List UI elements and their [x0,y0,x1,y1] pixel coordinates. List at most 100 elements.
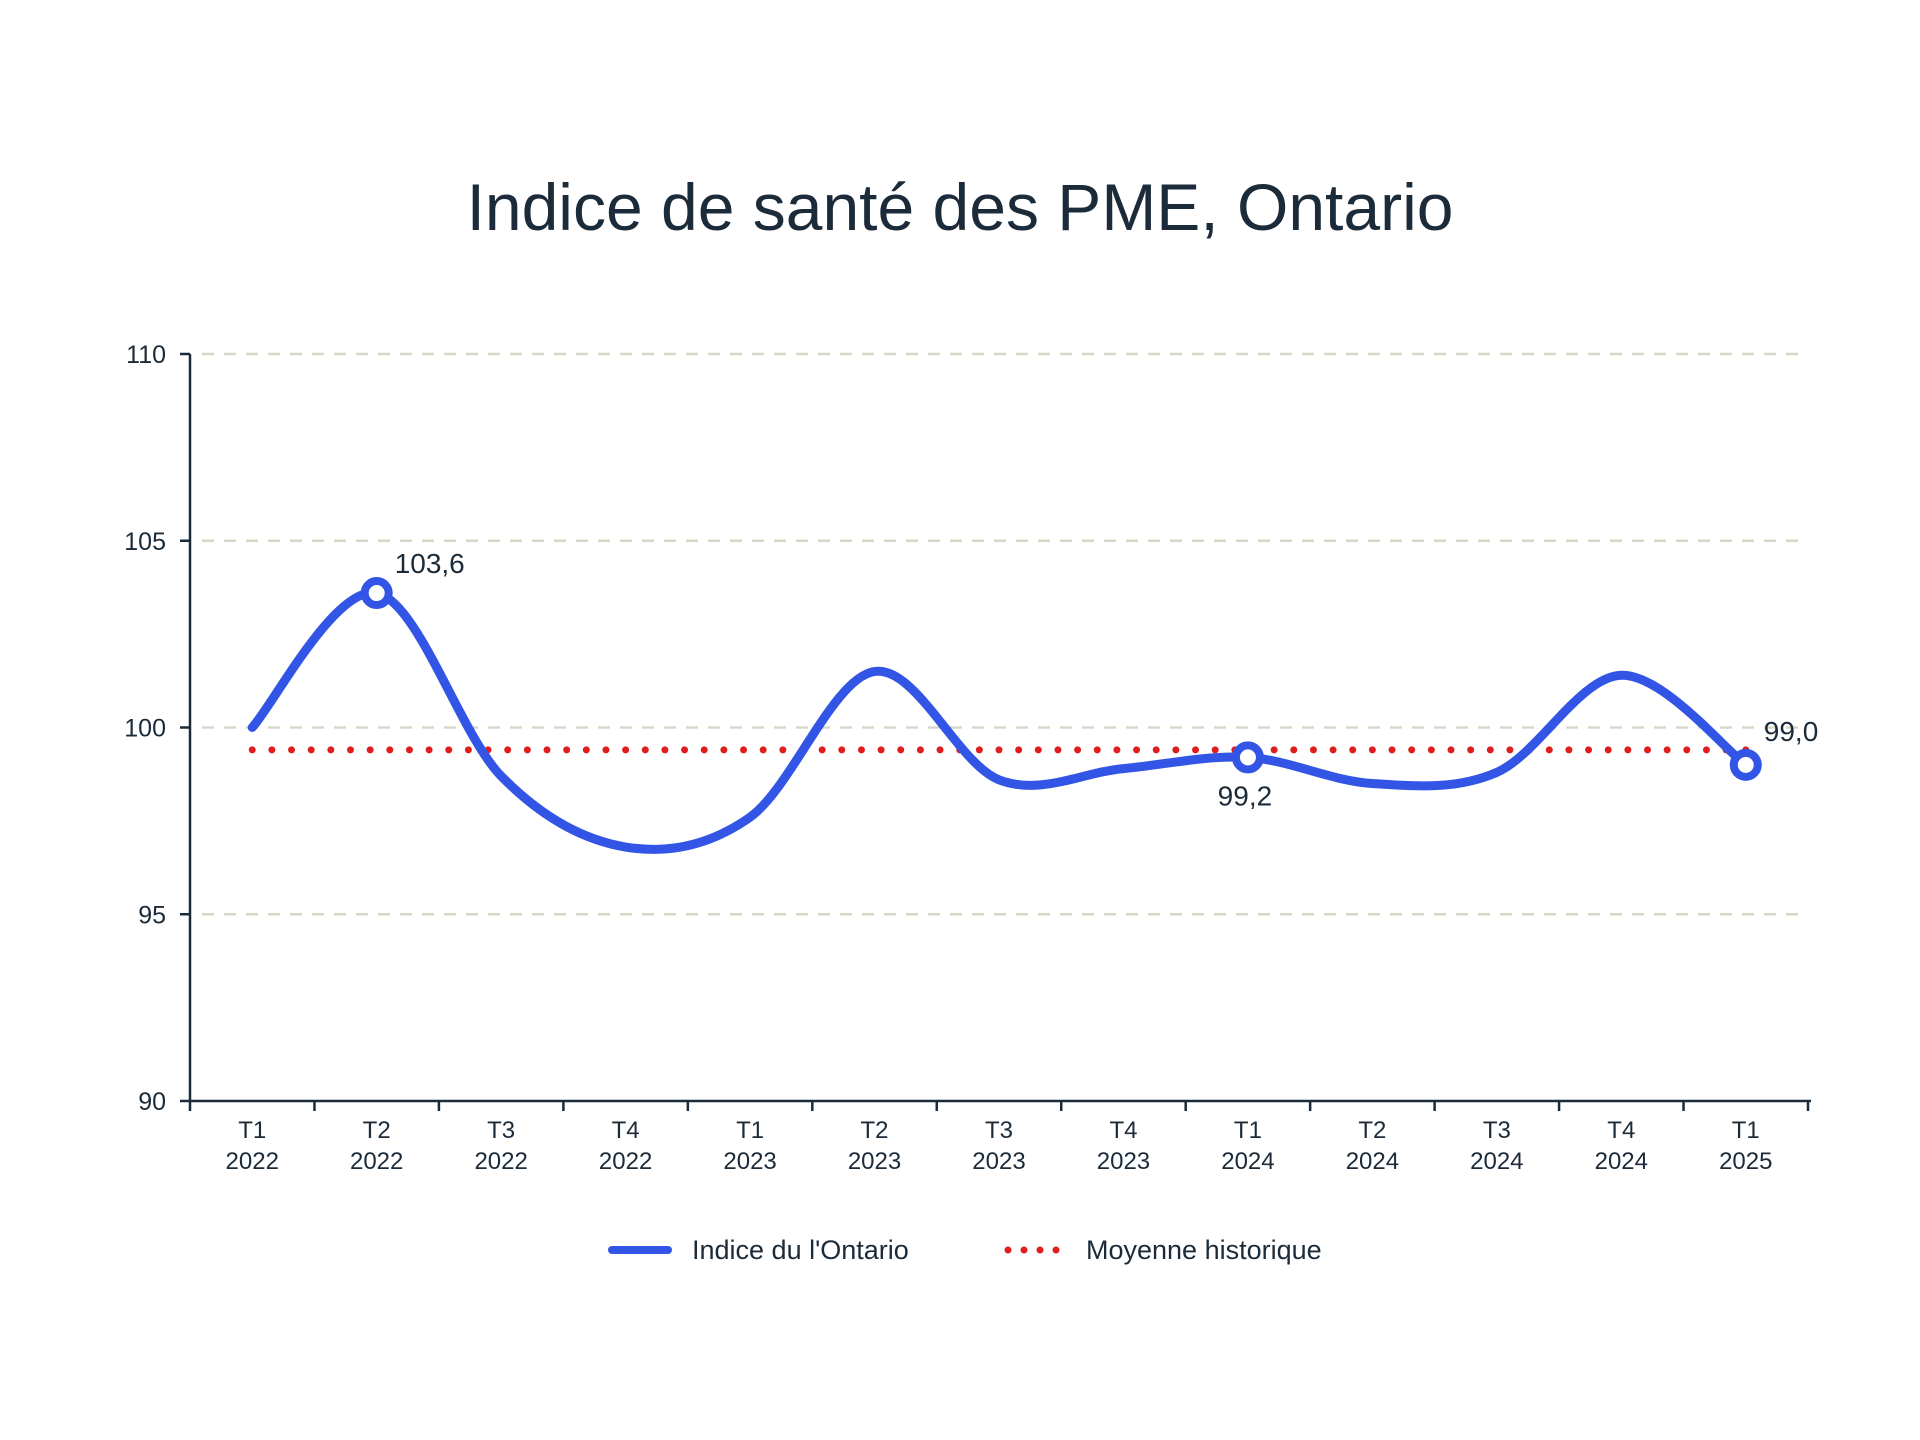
historical-average-dot [1683,746,1691,754]
legend: Indice du l'Ontario Moyenne historique [608,1235,1322,1265]
legend-swatch-historical-average [1004,1246,1060,1254]
historical-average-dot [1663,746,1671,754]
historical-average-dot [543,746,551,754]
x-tick-label-year: 2024 [1595,1148,1648,1175]
historical-average-dot [405,746,413,754]
historical-average-dot [1074,746,1082,754]
historical-average-dot [268,746,276,754]
historical-average-dot [1211,746,1219,754]
historical-average-dot [779,746,787,754]
historical-average-dot [1054,746,1062,754]
legend-dot [1004,1246,1012,1254]
historical-average-dot [975,746,983,754]
x-tick-label-quarter: T1 [238,1117,266,1144]
historical-average-dot [1585,746,1593,754]
historical-average-dot [504,746,512,754]
historical-average-dot [464,746,472,754]
historical-average-dot [818,746,826,754]
legend-label-ontario-index: Indice du l'Ontario [692,1235,909,1265]
historical-average-dot [1192,746,1200,754]
historical-average-dot [1093,746,1101,754]
x-tick-label-year: 2023 [1097,1148,1150,1175]
x-tick-label-quarter: T2 [1358,1117,1386,1144]
y-tick-label: 90 [138,1088,166,1116]
data-label: 99,2 [1218,780,1273,811]
data-labels: 103,6 99,2 99,0 [395,548,1819,811]
x-tick-label-year: 2022 [350,1148,403,1175]
x-tick-label-quarter: T4 [1607,1117,1635,1144]
historical-average-dot [327,746,335,754]
legend-dot [1052,1246,1060,1254]
x-tick-label-year: 2022 [474,1148,527,1175]
historical-average-dot [248,746,256,754]
historical-average-dot [386,746,394,754]
x-tick-label-quarter: T1 [1234,1117,1262,1144]
historical-average-dot [641,746,649,754]
historical-average-dot [1133,746,1141,754]
historical-average-dot [582,746,590,754]
historical-average-dot [1172,746,1180,754]
historical-average-dot [1624,746,1632,754]
y-tick-label: 95 [138,901,166,929]
x-tick-label-year: 2023 [972,1148,1025,1175]
data-point-marker [1729,748,1762,781]
historical-average-dot [1467,746,1475,754]
historical-average-dot [897,746,905,754]
historical-average-dot [740,746,748,754]
historical-average-dot [1506,746,1514,754]
y-tick-label: 105 [124,528,166,556]
x-tick-label-quarter: T2 [363,1117,391,1144]
historical-average-dot [445,746,453,754]
legend-label-historical-average: Moyenne historique [1086,1235,1322,1265]
historical-average-dot [1015,746,1023,754]
data-label: 103,6 [395,548,465,579]
x-tick-label-quarter: T1 [1732,1117,1760,1144]
historical-average-dot [720,746,728,754]
historical-average-dot [1644,746,1652,754]
legend-dot [1036,1246,1044,1254]
historical-average-dot [1290,746,1298,754]
x-tick-label-year: 2023 [723,1148,776,1175]
axes: 90 95 100 105 110 T1 2022 T2 2022 T3 2022 T4 2022 T1 2… [124,341,1811,1175]
chart-title: Indice de santé des PME, Ontario [467,170,1454,244]
x-tick-label-quarter: T4 [612,1117,640,1144]
data-point-marker [1231,741,1264,774]
historical-average-dot [1447,746,1455,754]
x-tick-label-year: 2025 [1719,1148,1772,1175]
y-tick-label: 100 [124,715,166,743]
historical-average-dot [1388,746,1396,754]
y-tick-label: 110 [126,341,166,369]
historical-average-dot [1702,746,1710,754]
historical-average-dot [1604,746,1612,754]
historical-average-dot [1270,746,1278,754]
series-layer [247,577,1762,854]
x-tick-label-quarter: T3 [985,1117,1013,1144]
historical-average-dot [1349,746,1357,754]
x-tick-label-year: 2024 [1346,1148,1399,1175]
legend-dot [1020,1246,1028,1254]
historical-average-dot [288,746,296,754]
historical-average-dot [1427,746,1435,754]
x-tick-label-quarter: T1 [736,1117,764,1144]
historical-average-dot [936,746,944,754]
x-tick-label-year: 2022 [226,1148,279,1175]
historical-average-dot [877,746,885,754]
historical-average-dot [857,746,865,754]
x-tick-label-year: 2023 [848,1148,901,1175]
ontario-index-line [247,588,1751,854]
x-tick-label-year: 2024 [1221,1148,1274,1175]
historical-average-dot [563,746,571,754]
historical-average-dot [1368,746,1376,754]
historical-average-dot [602,746,610,754]
historical-average-dot [838,746,846,754]
x-tick-label-year: 2022 [599,1148,652,1175]
historical-average-dot [759,746,767,754]
historical-average-dot [700,746,708,754]
historical-average-dot [1113,746,1121,754]
historical-average-dot [1545,746,1553,754]
historical-average-dot [1152,746,1160,754]
historical-average-dot [307,746,315,754]
historical-average-dot [1309,746,1317,754]
x-tick-label-quarter: T3 [1483,1117,1511,1144]
